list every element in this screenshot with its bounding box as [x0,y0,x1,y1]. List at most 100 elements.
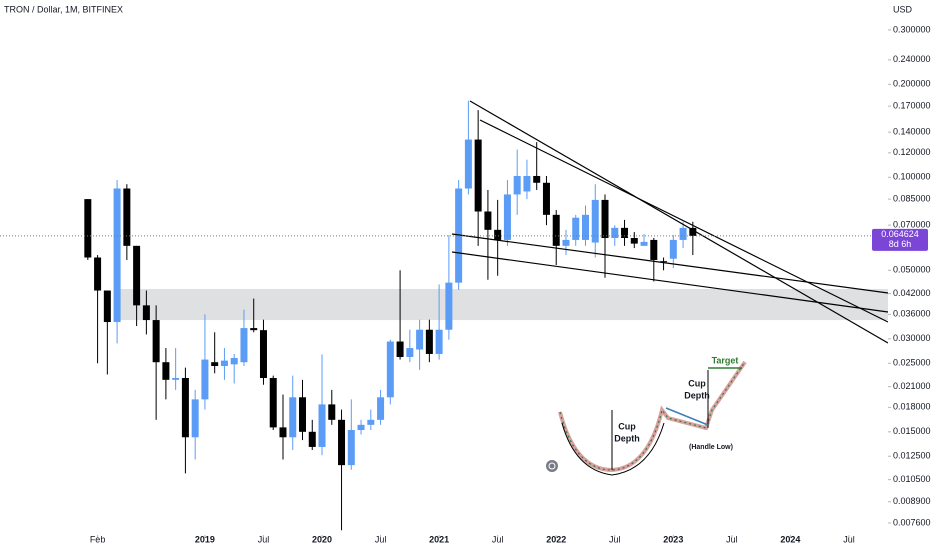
y-tick-label: 0.025000 [893,358,931,368]
x-tick-label: 2021 [429,534,449,544]
candle-body [269,378,277,428]
candle-body [640,241,648,246]
chart-title: TRON / Dollar, 1M, BITFINEX [4,4,123,14]
candle-body [308,431,316,447]
candle-body [113,188,121,323]
candle-body [542,182,550,215]
candle-body [299,397,307,432]
candle-body [230,358,238,365]
y-tick-label: 0.100000 [893,172,931,182]
y-tick-label: 0.018000 [893,402,931,412]
candle-body [406,348,414,357]
x-tick-label: Feb [90,534,106,544]
candle-body [250,328,258,331]
trend-line [451,251,889,313]
handle-line [665,407,709,426]
y-tick-label: 0.021000 [893,381,931,391]
y-tick-label: 0.008900 [893,496,931,506]
y-tick-label: 0.036000 [893,309,931,319]
candle-body [425,329,433,354]
y-tick-label: 0.030000 [893,333,931,343]
x-tick-label: Jul [492,534,504,544]
candle-body [611,227,619,239]
highlight-zone [120,288,888,321]
y-tick-label: 0.007600 [893,517,931,527]
annotation: Depth [614,433,640,443]
candle-body [103,290,111,323]
candle-body [220,360,228,366]
candle-body [523,175,531,192]
candle-body [660,261,668,263]
candle-body [279,427,287,438]
trend-line [479,119,889,323]
axis-unit: USD [893,4,913,14]
candle-body [533,175,541,183]
candle-body [289,397,297,438]
y-tick-label: 0.050000 [893,265,931,275]
candle-body [679,227,687,240]
y-tick-label: 0.200000 [893,79,931,89]
candle-body [396,341,404,357]
last-price-label: 0.064624 [881,229,919,239]
candle-body [435,329,443,354]
annotation: Cup [618,421,636,431]
candle-body [172,378,180,380]
candle-body [513,175,521,195]
candle-body [581,214,589,240]
candle-body [601,199,609,239]
candle-body [591,199,599,243]
x-tick-label: 2022 [546,534,566,544]
candle-body [445,282,453,330]
candle-body [181,378,189,438]
candle-body [464,139,472,189]
x-tick-label: 2024 [780,534,800,544]
candle-body [162,362,170,380]
countdown: 8d 6h [889,239,912,249]
x-tick-label: Jul [609,534,621,544]
candle-body [84,199,92,258]
x-tick-label: Jul [843,534,855,544]
candle-body [484,211,492,230]
y-tick-label: 0.010500 [893,474,931,484]
zone-layer [120,288,888,321]
icon [548,462,556,470]
x-tick-label: 2023 [663,534,683,544]
cup-pattern [559,361,746,471]
y-tick-label: 0.012500 [893,451,931,461]
trend-line [451,233,889,294]
candle-body [630,238,638,244]
candle-body [562,239,570,246]
cup-illustration [546,360,747,476]
y-tick-label: 0.085000 [893,193,931,203]
icon [546,460,558,472]
candle-body [377,397,385,420]
candle-layer [84,100,697,531]
candle-body [416,329,424,350]
candle-body [328,404,336,420]
candle-body [494,229,502,240]
candle-body [133,245,141,306]
candle-body [367,419,375,425]
annotation: Target [712,355,739,365]
y-tick-label: 0.240000 [893,54,931,64]
candle-body [152,320,160,363]
candle-body [347,430,355,466]
candle-body [191,399,199,438]
candle-body [318,404,326,447]
annotation: (Handle Low) [689,444,733,451]
candle-body [201,359,209,400]
annotation: Depth [684,390,710,400]
annotation: Cup [688,378,706,388]
candle-body [689,227,697,236]
candle-body [455,188,463,283]
candle-body [552,214,560,246]
y-tick-label: 0.070000 [893,220,931,230]
last-price-box [872,228,928,251]
candle-body [669,239,677,259]
x-tick-label: Jul [375,534,387,544]
trend-lines [451,100,889,344]
y-tick-label: 0.120000 [893,147,931,157]
candle-body [94,257,102,291]
candle-body [259,330,267,379]
